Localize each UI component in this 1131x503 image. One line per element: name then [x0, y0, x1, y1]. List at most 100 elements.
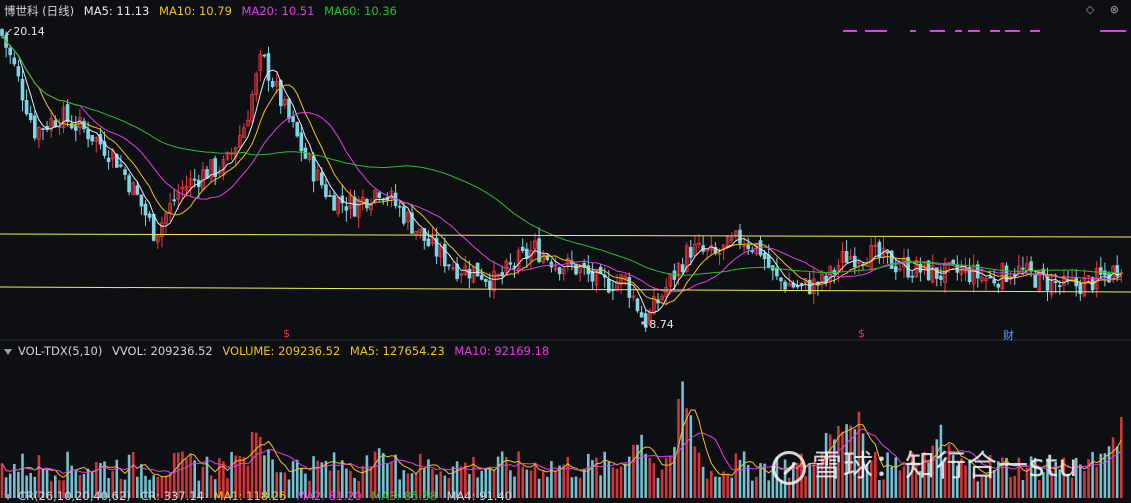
candle-body [90, 135, 95, 142]
candle-body [693, 243, 697, 256]
price-candles [0, 28, 1124, 332]
candle-body [643, 313, 648, 328]
volume-bar [857, 411, 861, 498]
volume-bar [443, 475, 447, 498]
volume-bar [439, 471, 442, 498]
candle-body [807, 279, 812, 294]
candle-body [1086, 275, 1091, 277]
volume-bar [906, 463, 910, 498]
candle-body [930, 265, 935, 283]
cr-indicator-name[interactable]: CR(26,10,20,40,62) [18, 489, 131, 503]
volume-bar [746, 464, 750, 498]
volume-bar [107, 478, 110, 498]
cr-ma3-value: MA3: 85.58 [371, 489, 437, 503]
candle-body [291, 116, 295, 122]
header-icons[interactable]: ◇ ⊗ [1085, 3, 1125, 16]
collapse-icon[interactable] [4, 348, 12, 355]
volume-bar [324, 460, 328, 498]
volume-bar [140, 464, 143, 498]
volume-bar [25, 475, 28, 498]
volume-bar [1083, 471, 1086, 498]
volume-bar [1054, 462, 1057, 498]
candle-body [488, 280, 492, 290]
candle-body [74, 125, 78, 131]
candle-body [1070, 278, 1074, 281]
candle-body [853, 255, 857, 268]
candle-body [848, 256, 853, 260]
collapse-icon[interactable] [4, 493, 12, 500]
volume-bar [291, 461, 295, 498]
watermark-text: 雪球：知行合一stu [812, 449, 1079, 484]
volume-bar [738, 459, 742, 498]
volume-bar [160, 476, 164, 498]
volume-bar [189, 453, 192, 498]
candle-body [110, 150, 115, 160]
volume-bar [804, 476, 807, 498]
volume-bar [742, 451, 746, 498]
candle-body [147, 213, 152, 218]
candle-body [541, 254, 545, 263]
candle-body [996, 283, 1001, 288]
candle-body [176, 192, 181, 200]
volume-bar [931, 445, 934, 498]
candle-body [1058, 285, 1062, 287]
candle-body [172, 199, 177, 202]
volume-bar [226, 478, 229, 498]
volume-bar [1062, 457, 1066, 498]
volume-bar [455, 461, 459, 498]
candle-body [447, 264, 451, 267]
volume-bar [554, 470, 557, 498]
volume-bar [1095, 466, 1098, 498]
volume-bar [185, 458, 188, 498]
volume-bar [103, 461, 106, 498]
volume-bar [320, 462, 324, 498]
candle-body [344, 206, 349, 211]
volume-bar [980, 476, 984, 498]
volume-bar [865, 463, 869, 498]
event-marker-financial[interactable]: 财 [1003, 329, 1014, 342]
volume-bar [992, 470, 996, 498]
stock-name[interactable]: 博世科 (日线) [4, 4, 75, 18]
candle-body [660, 295, 664, 301]
volume-bar [915, 466, 918, 498]
volume-bar [382, 453, 385, 498]
candle-body [619, 274, 623, 285]
candle-body [971, 264, 976, 285]
event-marker-dividend[interactable]: $ [858, 327, 865, 340]
candle-body [561, 268, 566, 275]
volume-bar [685, 408, 688, 498]
volume-bar [701, 466, 705, 498]
volume-ma5-line [1, 409, 1122, 479]
candle-body [1078, 283, 1083, 295]
volume-bar [476, 477, 479, 498]
volume-bar [894, 457, 898, 498]
volume-bar [566, 456, 570, 498]
volume-bar [771, 465, 775, 498]
volume-bar [29, 472, 32, 498]
volume-bar [956, 465, 959, 498]
volume-bar [308, 480, 311, 498]
candle-body [873, 244, 878, 247]
candle-body [713, 246, 718, 254]
volume-bar [644, 453, 647, 498]
volume-bar [591, 460, 594, 498]
candle-body [865, 265, 869, 267]
candle-body [1103, 270, 1107, 276]
volume-indicator-name[interactable]: VOL-TDX(5,10) [18, 344, 103, 358]
volume-bar [90, 472, 94, 498]
volume-bar [878, 480, 881, 498]
candle-body [16, 66, 21, 77]
candle-body [160, 222, 164, 238]
event-marker-dividend[interactable]: $ [283, 327, 290, 340]
volume-bar [357, 481, 360, 498]
volume-bar [755, 476, 758, 498]
volume-bar [984, 476, 988, 498]
snowball-logo-icon [772, 450, 806, 485]
candle-body [894, 266, 898, 273]
volume-bar [177, 452, 180, 498]
volume-bar [193, 460, 196, 498]
volume-bar [168, 472, 172, 498]
candle-body [836, 264, 841, 272]
candle-body [65, 104, 70, 122]
